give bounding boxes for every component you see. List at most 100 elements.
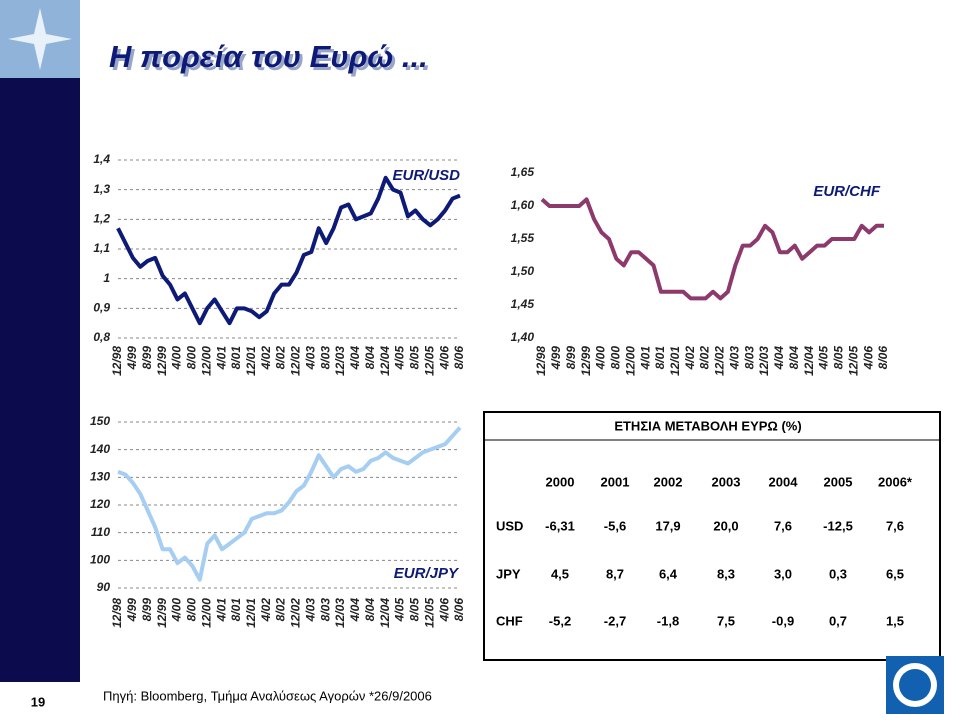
x-tick-label: 8/00 xyxy=(609,346,623,370)
chart-label: EUR/USD xyxy=(392,167,460,184)
column-header: 2003 xyxy=(712,474,741,489)
series-line xyxy=(117,426,462,582)
table-cell: 6,4 xyxy=(659,566,678,581)
x-tick-label: 4/00 xyxy=(170,346,184,371)
x-tick-label: 4/00 xyxy=(170,598,184,623)
column-header: 2000 xyxy=(546,474,575,489)
x-tick-label: 8/02 xyxy=(274,346,288,370)
y-tick-label: 0,9 xyxy=(93,301,110,315)
table-cell: 8,7 xyxy=(606,566,624,581)
y-tick-label: 110 xyxy=(91,525,110,539)
y-tick-label: 90 xyxy=(97,580,111,594)
column-header: 2001 xyxy=(601,474,630,489)
side-bar xyxy=(0,0,80,682)
x-tick-label: 12/00 xyxy=(199,346,213,376)
y-tick-label: 1,3 xyxy=(93,182,110,196)
chart-label: EUR/CHF xyxy=(813,183,881,200)
x-tick-label: 8/05 xyxy=(408,598,422,622)
table-cell: -2,7 xyxy=(604,613,626,628)
y-tick-label: 1,55 xyxy=(511,231,535,245)
table-cell: 0,7 xyxy=(829,613,847,628)
x-tick-label: 12/98 xyxy=(110,346,124,376)
x-tick-label: 12/99 xyxy=(155,346,169,376)
row-label: CHF xyxy=(496,613,523,628)
row-label: USD xyxy=(496,518,523,533)
y-tick-label: 130 xyxy=(90,470,110,484)
x-tick-label: 12/98 xyxy=(534,346,548,376)
table-cell: 3,0 xyxy=(774,566,792,581)
x-tick-label: 4/05 xyxy=(393,598,407,623)
x-tick-label: 8/06 xyxy=(876,346,890,370)
x-tick-label: 8/04 xyxy=(363,346,377,370)
table-cell: -12,5 xyxy=(823,518,853,533)
x-tick-label: 12/04 xyxy=(802,346,816,376)
x-tick-label: 8/99 xyxy=(140,346,154,370)
y-tick-label: 1,40 xyxy=(511,330,535,344)
chart-label: EUR/JPY xyxy=(394,565,460,582)
logo-star xyxy=(8,8,72,70)
table-cell: 6,5 xyxy=(886,566,904,581)
series-line xyxy=(540,197,884,301)
x-tick-label: 12/02 xyxy=(289,598,303,628)
table-cell: 0,3 xyxy=(829,566,847,581)
x-tick-label: 12/05 xyxy=(846,346,860,376)
title-shadow: Η πορεία του Ευρώ ... xyxy=(112,42,431,77)
y-tick-label: 150 xyxy=(90,414,110,428)
x-tick-label: 4/02 xyxy=(259,598,273,623)
x-tick-label: 8/04 xyxy=(787,346,801,370)
x-tick-label: 4/02 xyxy=(683,346,697,371)
x-tick-label: 4/03 xyxy=(727,346,741,371)
row-label: JPY xyxy=(496,566,521,581)
x-tick-label: 12/04 xyxy=(378,346,392,376)
y-tick-label: 1 xyxy=(103,271,110,285)
x-tick-label: 4/99 xyxy=(125,598,139,623)
x-tick-label: 12/03 xyxy=(333,346,347,376)
x-tick-label: 4/01 xyxy=(638,346,652,371)
x-tick-label: 8/99 xyxy=(140,598,154,622)
x-tick-label: 4/00 xyxy=(594,346,608,371)
x-tick-label: 4/04 xyxy=(772,346,786,371)
table: ΕΤΗΣΙΑ ΜΕΤΑΒΟΛΗ ΕΥΡΩ (%) 2000 2001 2002 200… xyxy=(483,411,941,661)
x-tick-label: 8/06 xyxy=(452,598,466,622)
y-tick-label: 120 xyxy=(90,497,110,511)
y-tick-label: 140 xyxy=(90,442,110,456)
x-tick-label: 12/02 xyxy=(713,346,727,376)
table-frame xyxy=(483,411,941,661)
x-tick-label: 8/00 xyxy=(185,598,199,622)
x-tick-label: 12/05 xyxy=(422,598,436,628)
table-cell: 20,0 xyxy=(713,518,738,533)
x-tick-label: 4/99 xyxy=(125,346,139,371)
x-tick-label: 12/99 xyxy=(155,598,169,628)
x-tick-label: 4/03 xyxy=(303,346,317,371)
table-cell: -5,2 xyxy=(549,613,571,628)
column-header: 2006* xyxy=(878,474,913,489)
page-number: 19 xyxy=(31,694,45,709)
x-tick-label: 8/02 xyxy=(698,346,712,370)
table-cell: 7,5 xyxy=(717,613,735,628)
column-header: 2002 xyxy=(654,474,683,489)
y-tick-label: 1,50 xyxy=(511,264,535,278)
y-tick-label: 1,60 xyxy=(511,198,535,212)
series-line xyxy=(116,175,461,326)
x-tick-label: 12/05 xyxy=(422,346,436,376)
table-cell: -6,31 xyxy=(545,518,575,533)
brand-logo-core xyxy=(899,669,931,701)
x-tick-label: 4/06 xyxy=(437,346,451,371)
x-tick-label: 8/01 xyxy=(653,346,667,370)
y-tick-label: 100 xyxy=(90,553,110,567)
table-cell: -0,9 xyxy=(772,613,794,628)
x-tick-label: 4/99 xyxy=(549,346,563,371)
table-cell: 17,9 xyxy=(655,518,680,533)
table-cell: -5,6 xyxy=(604,518,626,533)
y-tick-label: 0,8 xyxy=(93,330,110,344)
slide-title: Η πορεία του Ευρώ ... xyxy=(109,39,428,74)
column-header: 2004 xyxy=(769,474,799,489)
y-tick-label: 1,2 xyxy=(93,212,110,226)
x-tick-label: 12/03 xyxy=(333,598,347,628)
x-tick-label: 12/00 xyxy=(199,598,213,628)
x-tick-label: 8/03 xyxy=(318,598,332,622)
y-tick-label: 1,65 xyxy=(511,165,535,179)
table-cell: 1,5 xyxy=(886,613,904,628)
x-tick-label: 12/99 xyxy=(579,346,593,376)
